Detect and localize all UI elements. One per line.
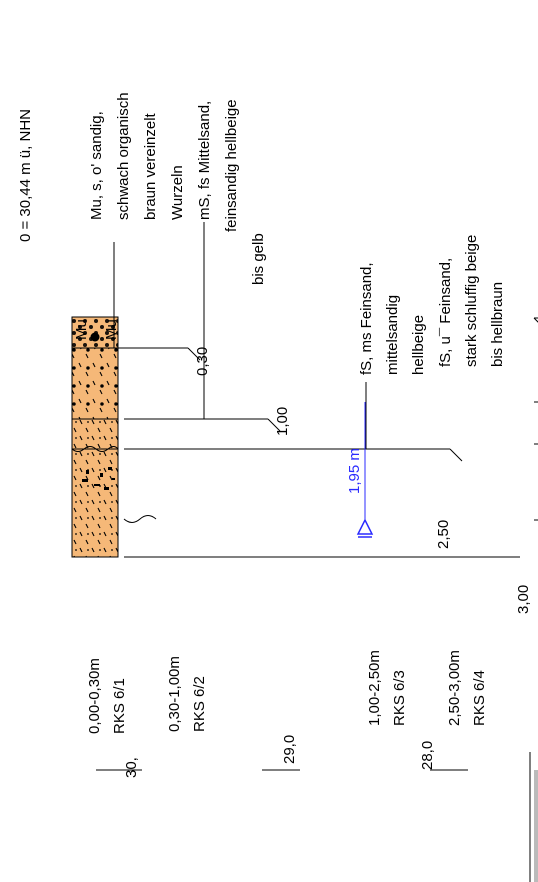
reference-level-label: 0 = 30,44 m ü, NHN xyxy=(17,109,34,242)
sample-section: 0,00-0,30m RKS 6/1 0,30-1,00m RKS 6/2 1,… xyxy=(86,317,538,734)
soil-column-outline xyxy=(71,316,119,558)
sample-4-range: 2,50-3,00m xyxy=(446,650,463,726)
layer-2-line-3: bis gelb xyxy=(250,233,267,285)
depth-label-3-00: 3,00 xyxy=(515,585,532,614)
depth-label-1-00: 1,00 xyxy=(274,407,291,436)
layer-1-line-2: schwach organisch xyxy=(115,92,132,220)
layer-2-line-2: feinsandig hellbeige xyxy=(223,99,240,232)
topsoil-symbol: Mu Mu xyxy=(73,319,120,342)
sample-3-id: RKS 6/3 xyxy=(391,670,408,726)
groundwater-marker: 1,95 m xyxy=(346,402,374,538)
layer-1-line-1: Mu, s, o' sandig, xyxy=(88,111,105,220)
elevation-scale: 30, 29,0 28,0 xyxy=(96,735,538,882)
depth-markers xyxy=(124,347,520,558)
layer-3-line-3: hellbeige xyxy=(410,315,427,375)
layer-3-line-1: fS, ms Feinsand, xyxy=(358,262,375,375)
layer-1-line-4: Wurzeln xyxy=(169,165,186,220)
description-leaders xyxy=(113,222,367,523)
layer-4-line-2: stark schluffig beige xyxy=(463,235,480,367)
sample-2-range: 0,30-1,00m xyxy=(166,656,183,732)
layer-fs-ms-hatch xyxy=(72,419,118,449)
layer-boundaries xyxy=(72,347,118,450)
layer-descriptions: Mu, s, o' sandig, schwach organisch brau… xyxy=(88,92,506,375)
groundwater-level-label: 1,95 m xyxy=(346,448,363,494)
depth-label-2-50: 2,50 xyxy=(435,520,452,549)
elevation-tick-29: 29,0 xyxy=(281,735,298,764)
elevation-tick-30: 30, xyxy=(123,757,140,778)
layer-4-line-1: fS, u¯ Feinsand, xyxy=(437,258,454,367)
sample-2-id: RKS 6/2 xyxy=(191,676,208,732)
layer-fs-u-hatch xyxy=(72,449,118,557)
layer-3-line-2: mittelsandig xyxy=(384,295,401,375)
sample-1-id: RKS 6/1 xyxy=(111,678,128,734)
groundwater-triangle-icon xyxy=(356,518,374,535)
topsoil-symbol-right: Mu xyxy=(103,319,120,340)
layer-ms-hatch xyxy=(72,348,118,419)
sample-4-id: RKS 6/4 xyxy=(471,670,488,726)
sample-1-range: 0,00-0,30m xyxy=(86,658,103,734)
topsoil-symbol-left: Mu xyxy=(73,319,90,340)
sample-3-range: 1,00-2,50m xyxy=(366,650,383,726)
depth-label-0-30: 0,30 xyxy=(194,347,211,376)
silt-marks xyxy=(82,467,115,490)
layer-4-line-3: bis hellbraun xyxy=(489,282,506,367)
layer-1-line-3: braun vereinzelt xyxy=(142,112,159,220)
layer-2-line-1: mS, fs Mittelsand, xyxy=(196,101,213,220)
elevation-tick-28: 28,0 xyxy=(419,741,436,770)
soil-column: Mu Mu xyxy=(71,316,120,558)
